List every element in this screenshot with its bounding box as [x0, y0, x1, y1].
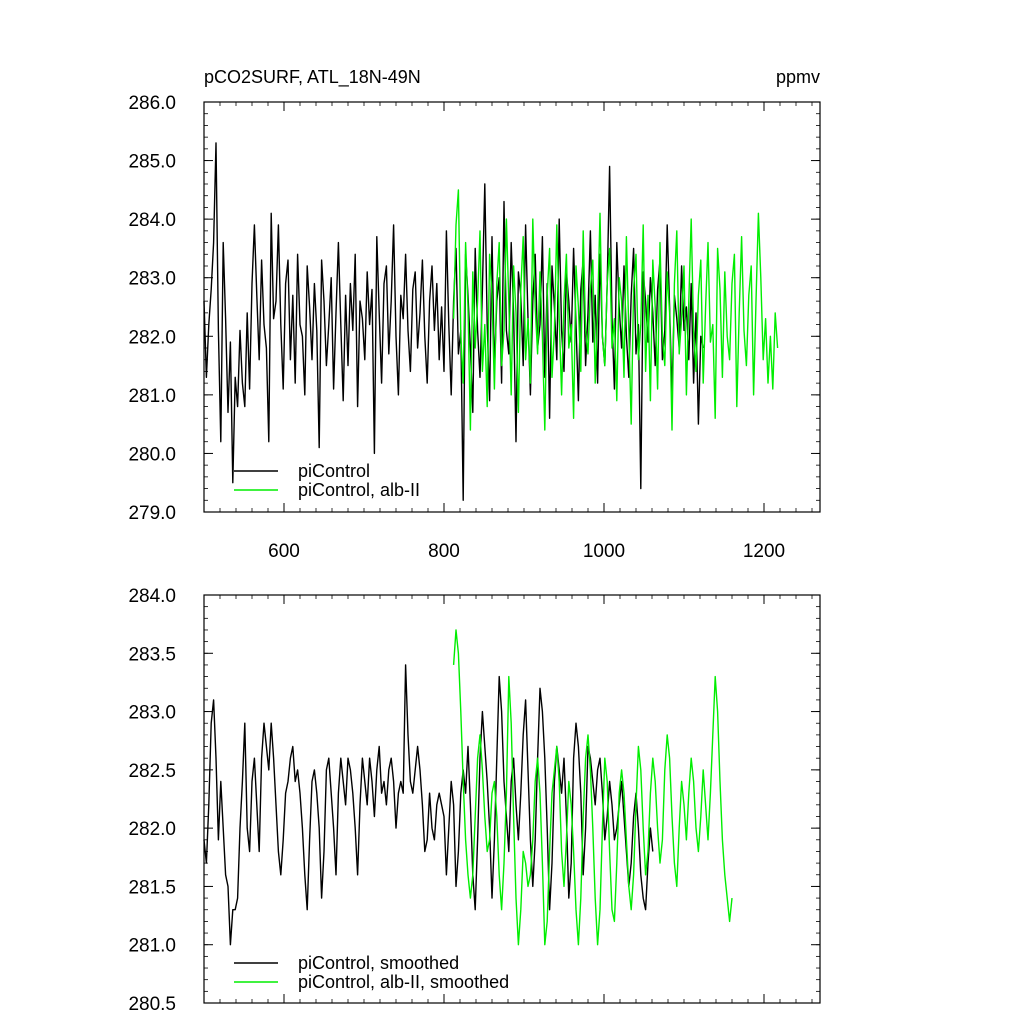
top-legend-label-green: piControl, alb-II [298, 480, 420, 500]
bottom-series-line-green [452, 629, 733, 946]
top-series-line-green [452, 189, 779, 431]
units-label: ppmv [776, 67, 820, 87]
top-x-tick-label: 600 [268, 541, 300, 562]
bottom-series-line-black [203, 664, 654, 946]
top-x-tick-label: 800 [428, 541, 460, 562]
bottom-y-tick-label: 284.0 [128, 586, 176, 607]
bottom-y-tick-label: 283.0 [128, 703, 176, 724]
bottom-legend-label-black: piControl, smoothed [298, 953, 459, 973]
top-y-tick-label: 282.0 [128, 327, 176, 348]
top-panel: 279.0 280.0 281.0 282.0 283.0 284.0 285.0 286.0… [128, 93, 821, 562]
bottom-y-tick-label: 282.5 [128, 761, 176, 782]
bottom-legend: piControl, smoothed piControl, alb-II, s… [234, 953, 509, 992]
top-x-tick-label: 1200 [743, 541, 785, 562]
top-y-tick-label: 283.0 [128, 269, 176, 290]
top-y-tick-label: 280.0 [128, 444, 176, 465]
top-series-lines [203, 142, 779, 501]
bottom-y-tick-label: 283.5 [128, 644, 176, 665]
chart-title: pCO2SURF, ATL_18N-49N [204, 67, 421, 88]
bottom-panel: 280.5 281.0 281.5 282.0 282.5 283.0 283.5 284.0… [128, 586, 821, 1015]
bottom-y-tick-label: 280.5 [128, 994, 176, 1015]
top-y-tick-label: 285.0 [128, 152, 176, 173]
bottom-series-lines [203, 629, 733, 946]
bottom-axis-ticks: 280.5 281.0 281.5 282.0 282.5 283.0 283.5 284.0 [128, 586, 820, 1015]
bottom-legend-label-green: piControl, alb-II, smoothed [298, 972, 509, 992]
top-y-tick-label: 281.0 [128, 386, 176, 407]
top-x-tick-label: 1000 [583, 541, 625, 562]
bottom-y-tick-label: 281.5 [128, 877, 176, 898]
top-axis-ticks: 279.0 280.0 281.0 282.0 283.0 284.0 285.0 286.0… [128, 93, 820, 562]
bottom-plot-frame [203, 594, 821, 1004]
top-y-tick-label: 279.0 [128, 503, 176, 524]
top-y-tick-label: 284.0 [128, 210, 176, 231]
bottom-y-tick-label: 281.0 [128, 936, 176, 957]
top-y-tick-label: 286.0 [128, 93, 176, 114]
bottom-y-tick-label: 282.0 [128, 819, 176, 840]
top-legend: piControl piControl, alb-II [234, 461, 420, 500]
top-legend-label-black: piControl [298, 461, 370, 481]
